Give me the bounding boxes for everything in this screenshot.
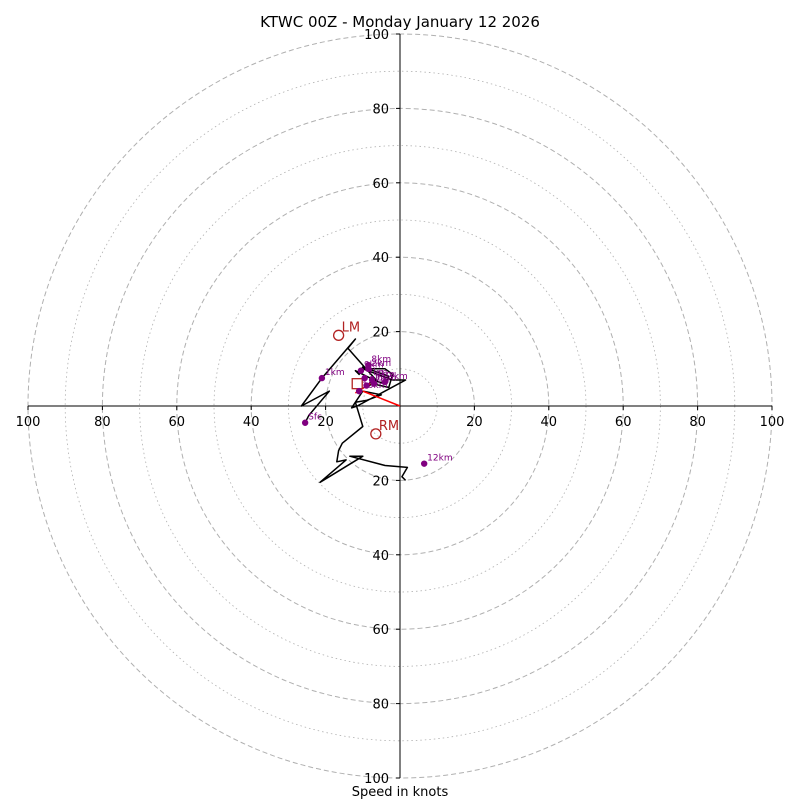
- x-tick-label: 80: [689, 415, 706, 430]
- x-tick-label: 60: [169, 415, 186, 430]
- y-tick-label: 80: [372, 102, 389, 117]
- height-marker-1km: [318, 374, 326, 382]
- height-label: 9km: [364, 361, 384, 371]
- x-tick-labels: 100 80 60 40 20 20 40 60 80 100: [16, 406, 785, 430]
- height-marker-6km: [370, 380, 378, 387]
- storm-motion-label: LM: [342, 320, 360, 335]
- wind-trace-line: [300, 338, 409, 484]
- height-marker-Sfc: [301, 419, 309, 426]
- height-label: 3km: [388, 372, 408, 382]
- y-tick-label: 60: [372, 623, 389, 638]
- height-label: 10km: [362, 381, 387, 391]
- height-marker-7km: [361, 374, 368, 382]
- y-tick-label: 20: [372, 326, 389, 341]
- height-label: 5km: [370, 376, 390, 386]
- y-tick-label: 100: [364, 28, 389, 43]
- x-tick-label: 40: [541, 415, 558, 430]
- height-label: 1km: [325, 368, 345, 378]
- storm-motion-marker-lm: [332, 329, 345, 341]
- height-marker-12km: [420, 460, 428, 467]
- height-marker-9km: [357, 367, 365, 374]
- mean-wind-marker: [351, 378, 363, 390]
- x-tick-label: 100: [760, 415, 785, 430]
- shear-line: [362, 390, 401, 407]
- height-label: 12km: [427, 454, 452, 464]
- height-label: 2km: [371, 359, 391, 369]
- height-label: 4km: [375, 370, 395, 380]
- y-tick-label: 100: [364, 772, 389, 787]
- chart-title: KTWC 00Z - Monday January 12 2026: [260, 13, 540, 31]
- height-label: 6km: [377, 374, 397, 384]
- storm-motion-marker-rm: [370, 428, 382, 440]
- storm-motion-markers: LM RM: [332, 320, 399, 440]
- x-tick-label: 60: [615, 415, 632, 430]
- y-tick-labels: 100 80 60 40 20 20 40 60 80 100: [364, 28, 400, 787]
- y-tick-label: 40: [372, 251, 389, 266]
- height-marker-8km: [365, 361, 372, 369]
- height-label: 8km: [371, 355, 391, 365]
- wind-trace: [300, 338, 409, 484]
- height-marker-3km: [381, 378, 389, 386]
- x-tick-label: 20: [317, 415, 334, 430]
- x-tick-label: 100: [16, 415, 41, 430]
- x-axis-label: Speed in knots: [352, 785, 449, 800]
- x-tick-label: 40: [243, 415, 260, 430]
- height-label: Sfc: [308, 413, 322, 423]
- height-marker-10km: [355, 387, 363, 395]
- storm-motion-label: RM: [379, 419, 399, 434]
- y-tick-label: 40: [372, 549, 389, 564]
- y-tick-label: 60: [372, 177, 389, 192]
- height-marker-5km: [363, 382, 370, 389]
- x-tick-label: 80: [94, 415, 111, 430]
- height-label: 7km: [368, 368, 388, 378]
- y-tick-label: 80: [372, 698, 389, 713]
- y-tick-label: 20: [372, 474, 389, 489]
- x-tick-label: 20: [466, 415, 483, 430]
